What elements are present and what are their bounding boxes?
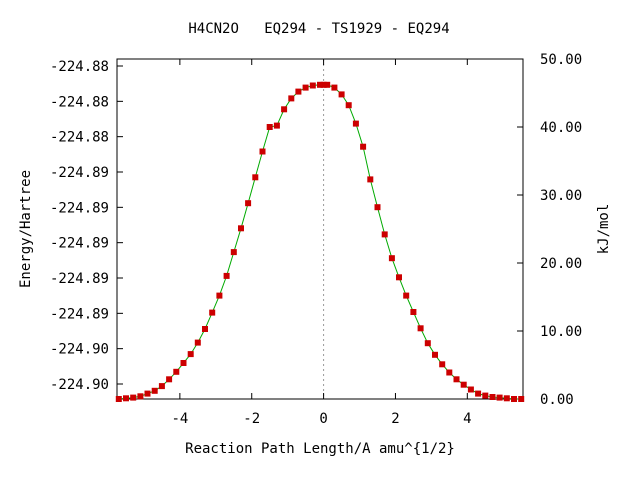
- data-point: [467, 386, 474, 393]
- left-tick-label: -224.88: [50, 94, 109, 110]
- data-point: [194, 339, 201, 346]
- left-axis-ticks: -224.88 -224.88 -224.88 -224.89 -224.89 -224.…: [50, 59, 123, 393]
- data-point: [338, 91, 345, 98]
- data-point: [352, 120, 359, 127]
- data-point: [388, 255, 395, 262]
- data-point: [460, 381, 467, 388]
- left-tick-label: -224.89: [50, 165, 109, 181]
- data-point: [396, 274, 402, 281]
- data-point: [360, 143, 367, 150]
- data-point: [367, 176, 374, 183]
- data-point: [503, 395, 510, 402]
- data-point: [130, 394, 137, 401]
- series-line: [118, 84, 522, 400]
- x-tick-label: -2: [243, 411, 260, 427]
- x-tick-label: -4: [171, 411, 188, 427]
- data-point: [324, 81, 331, 88]
- data-point: [446, 369, 453, 376]
- data-point: [202, 326, 208, 332]
- data-point: [238, 225, 244, 232]
- data-point: [281, 106, 288, 113]
- left-tick-label: -224.89: [50, 200, 109, 216]
- data-point: [496, 394, 503, 401]
- data-point: [374, 204, 381, 211]
- left-axis-label: Energy/Hartree: [18, 170, 34, 288]
- data-point: [209, 309, 216, 316]
- data-point: [410, 309, 417, 315]
- data-point: [259, 148, 266, 155]
- data-point: [173, 368, 180, 375]
- series-points: [115, 81, 525, 402]
- x-axis-label: Reaction Path Length/A amu^{1/2}: [185, 441, 455, 457]
- plot-frame: [116, 58, 524, 400]
- left-tick-label: -224.90: [50, 377, 109, 393]
- data-point: [475, 390, 482, 397]
- data-point: [295, 88, 302, 95]
- data-point: [320, 81, 327, 88]
- data-point: [424, 340, 431, 347]
- right-tick-label: 50.00: [540, 52, 582, 68]
- x-axis-ticks: -4 -2 0 2 4: [171, 59, 472, 427]
- left-tick-label: -224.89: [50, 236, 109, 252]
- data-point: [158, 383, 165, 390]
- x-tick-label: 4: [463, 411, 471, 427]
- data-point: [252, 174, 259, 181]
- data-point: [453, 376, 460, 383]
- right-axis-label: kJ/mol: [596, 204, 612, 255]
- data-point: [216, 292, 223, 299]
- right-axis-ticks: 50.00 40.00 30.00 20.00 10.00 0.00: [517, 52, 582, 408]
- data-point: [123, 395, 129, 402]
- data-point: [266, 124, 273, 130]
- data-point: [273, 122, 280, 129]
- data-point: [439, 361, 446, 368]
- data-point: [115, 396, 122, 402]
- data-point: [403, 292, 410, 299]
- data-point: [144, 390, 151, 397]
- data-point: [223, 272, 230, 279]
- data-point: [151, 387, 158, 394]
- data-point: [180, 360, 187, 366]
- right-tick-label: 40.00: [540, 120, 582, 136]
- left-tick-label: -224.88: [50, 59, 109, 75]
- data-point: [489, 394, 496, 400]
- data-point: [511, 396, 517, 402]
- data-point: [230, 249, 237, 256]
- data-point: [187, 351, 194, 358]
- left-tick-label: -224.90: [50, 342, 109, 358]
- right-tick-label: 30.00: [540, 188, 582, 204]
- data-point: [288, 95, 295, 102]
- left-tick-label: -224.88: [50, 130, 109, 146]
- x-tick-label: 0: [319, 411, 327, 427]
- data-point: [381, 231, 388, 238]
- data-point: [309, 82, 316, 89]
- left-tick-label: -224.89: [50, 271, 109, 287]
- chart-title: H4CN2O EQ294 - TS1929 - EQ294: [188, 21, 449, 37]
- data-point: [432, 351, 438, 358]
- right-tick-label: 0.00: [540, 392, 574, 408]
- data-point: [345, 102, 352, 109]
- data-point: [417, 325, 424, 332]
- data-point: [482, 392, 489, 399]
- right-tick-label: 20.00: [540, 256, 582, 272]
- right-tick-label: 10.00: [540, 324, 582, 340]
- left-tick-label: -224.89: [50, 306, 109, 322]
- data-point: [331, 84, 338, 91]
- x-tick-label: 2: [391, 411, 399, 427]
- data-point: [518, 396, 525, 402]
- data-point: [317, 81, 323, 88]
- data-point: [245, 200, 252, 207]
- data-point: [302, 84, 309, 91]
- data-point: [166, 376, 173, 383]
- data-point: [137, 393, 144, 400]
